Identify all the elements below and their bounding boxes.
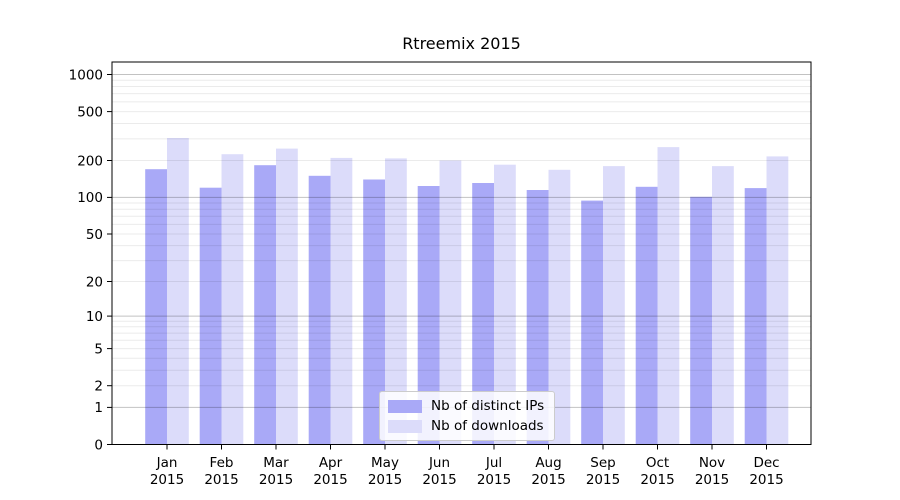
bar-sep-downloads [603, 166, 625, 445]
legend-item-downloads: Nb of downloads [388, 418, 544, 434]
legend-swatch-distinct-ips [388, 399, 422, 413]
bar-jul-distinct-ips [472, 183, 494, 445]
bar-feb-distinct-ips [199, 187, 222, 445]
y-tick-label-200: 200 [77, 153, 103, 169]
x-tick-year-oct: 2015 [640, 472, 674, 488]
y-tick-label-2: 2 [94, 379, 103, 395]
x-tick-label-nov: Nov [699, 455, 725, 471]
x-tick-label-aug: Aug [535, 455, 561, 471]
y-tick-label-50: 50 [86, 227, 103, 243]
legend: Nb of distinct IPs Nb of downloads [379, 391, 556, 441]
legend-item-distinct-ips: Nb of distinct IPs [388, 398, 544, 414]
x-tick-label-jun: Jun [428, 455, 450, 471]
axes-layer: 01251020501002005001000Jan2015Feb2015Mar… [69, 61, 812, 488]
bar-apr-downloads [330, 157, 353, 445]
x-tick-label-jan: Jan [156, 455, 178, 471]
x-tick-year-jan: 2015 [150, 472, 184, 488]
bar-oct-downloads [657, 147, 680, 445]
y-tick-label-10: 10 [86, 309, 103, 325]
bars-layer [145, 138, 789, 445]
y-tick-label-1: 1 [94, 400, 103, 416]
bar-oct-distinct-ips [635, 186, 658, 445]
bar-nov-distinct-ips [690, 196, 712, 445]
bar-jan-downloads [167, 138, 189, 445]
grid-layer [112, 74, 811, 408]
x-tick-year-jul: 2015 [477, 472, 511, 488]
bar-jul-downloads [494, 164, 516, 445]
x-tick-year-apr: 2015 [313, 472, 347, 488]
x-tick-label-feb: Feb [210, 455, 234, 471]
x-tick-year-nov: 2015 [695, 472, 729, 488]
y-tick-label-0: 0 [94, 437, 103, 453]
bar-aug-downloads [548, 169, 571, 445]
bar-sep-distinct-ips [581, 200, 603, 445]
x-tick-year-jun: 2015 [422, 472, 456, 488]
bar-nov-downloads [712, 166, 734, 445]
chart-title: Rtreemix 2015 [402, 34, 521, 53]
y-tick-label-5: 5 [94, 341, 103, 357]
x-tick-year-may: 2015 [368, 472, 402, 488]
bar-jun-downloads [439, 160, 462, 445]
bar-may-downloads [385, 158, 407, 445]
x-tick-year-mar: 2015 [259, 472, 293, 488]
x-tick-label-mar: Mar [263, 455, 289, 471]
x-tick-year-sep: 2015 [586, 472, 620, 488]
bar-mar-distinct-ips [254, 165, 276, 445]
legend-label-distinct-ips: Nb of distinct IPs [431, 398, 545, 414]
x-tick-year-dec: 2015 [749, 472, 783, 488]
x-tick-label-dec: Dec [753, 455, 779, 471]
plot-border [111, 61, 812, 445]
bar-may-distinct-ips [363, 179, 385, 445]
bar-jun-distinct-ips [417, 186, 440, 445]
x-tick-label-may: May [371, 455, 399, 471]
legend-swatch-downloads [388, 419, 422, 433]
x-tick-label-apr: Apr [319, 455, 343, 471]
bar-mar-downloads [276, 148, 298, 445]
y-tick-label-20: 20 [86, 274, 103, 290]
y-tick-label-1000: 1000 [69, 67, 103, 83]
x-tick-year-feb: 2015 [204, 472, 238, 488]
y-tick-label-500: 500 [77, 104, 103, 120]
bar-apr-distinct-ips [308, 175, 331, 445]
x-tick-label-sep: Sep [590, 455, 615, 471]
legend-label-downloads: Nb of downloads [431, 418, 544, 434]
x-tick-label-oct: Oct [646, 455, 669, 471]
bar-feb-downloads [221, 154, 244, 445]
bar-dec-downloads [766, 156, 789, 445]
bar-aug-distinct-ips [526, 190, 549, 445]
x-tick-year-aug: 2015 [531, 472, 565, 488]
y-tick-label-100: 100 [77, 190, 103, 206]
bar-dec-distinct-ips [744, 188, 767, 445]
x-tick-label-jul: Jul [485, 455, 502, 471]
bar-jan-distinct-ips [145, 169, 167, 445]
